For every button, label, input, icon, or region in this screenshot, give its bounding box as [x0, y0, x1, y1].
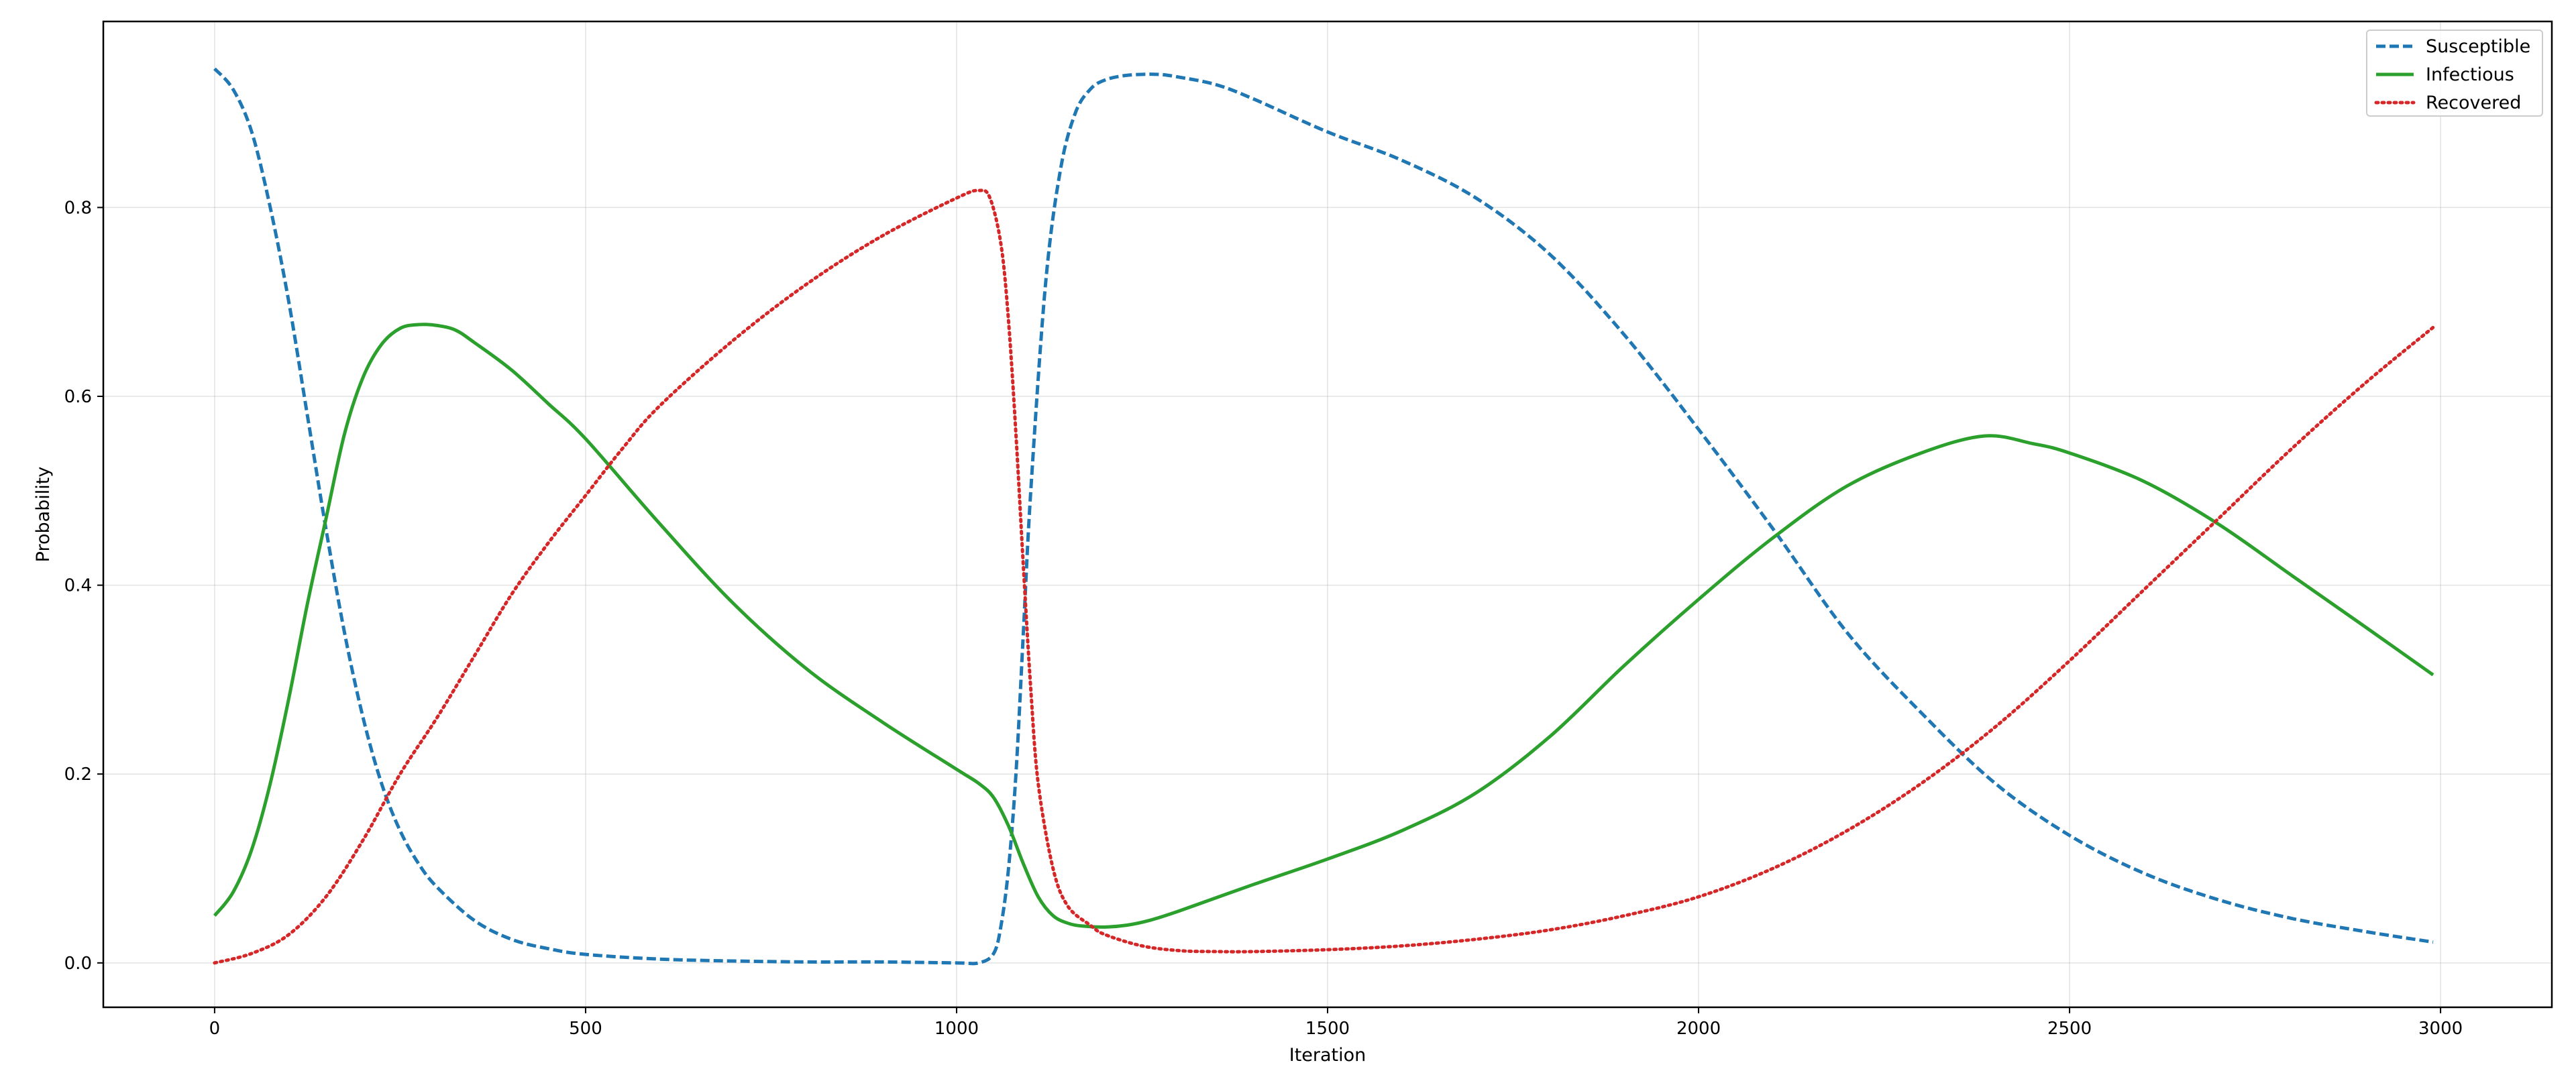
legend-box	[2366, 30, 2543, 117]
x-tick-label: 3000	[2418, 1019, 2463, 1039]
x-axis-label: Iteration	[1289, 1045, 1366, 1066]
y-tick-label: 0.8	[64, 198, 92, 218]
axis-ticks: 0 500 1000 1500 2000 2500 3000 0.0 0.2 0.4 0.6 0.8	[64, 198, 2463, 1039]
x-tick-label: 1500	[1305, 1019, 1350, 1039]
y-tick-label: 0.6	[64, 387, 92, 407]
legend-label-recovered: Recovered	[2426, 93, 2521, 113]
series-line-recovered	[213, 188, 2435, 965]
y-axis-label: Probability	[33, 467, 54, 563]
series-line-infectious	[213, 323, 2434, 929]
legend-label-infectious: Infectious	[2426, 64, 2514, 85]
series-line-susceptible	[213, 67, 2434, 966]
legend: Susceptible Infectious Recovered	[2366, 30, 2543, 117]
x-tick-label: 500	[569, 1019, 602, 1039]
grid	[103, 21, 2552, 1007]
plot-lines	[213, 67, 2435, 966]
x-tick-label: 2000	[1676, 1019, 1721, 1039]
y-tick-label: 0.2	[64, 765, 92, 785]
x-tick-label: 2500	[2047, 1019, 2092, 1039]
y-tick-label: 0.0	[64, 954, 92, 974]
x-tick-label: 0	[209, 1019, 221, 1039]
legend-label-susceptible: Susceptible	[2426, 36, 2530, 57]
y-tick-label: 0.4	[64, 576, 92, 596]
x-tick-label: 1000	[934, 1019, 979, 1039]
